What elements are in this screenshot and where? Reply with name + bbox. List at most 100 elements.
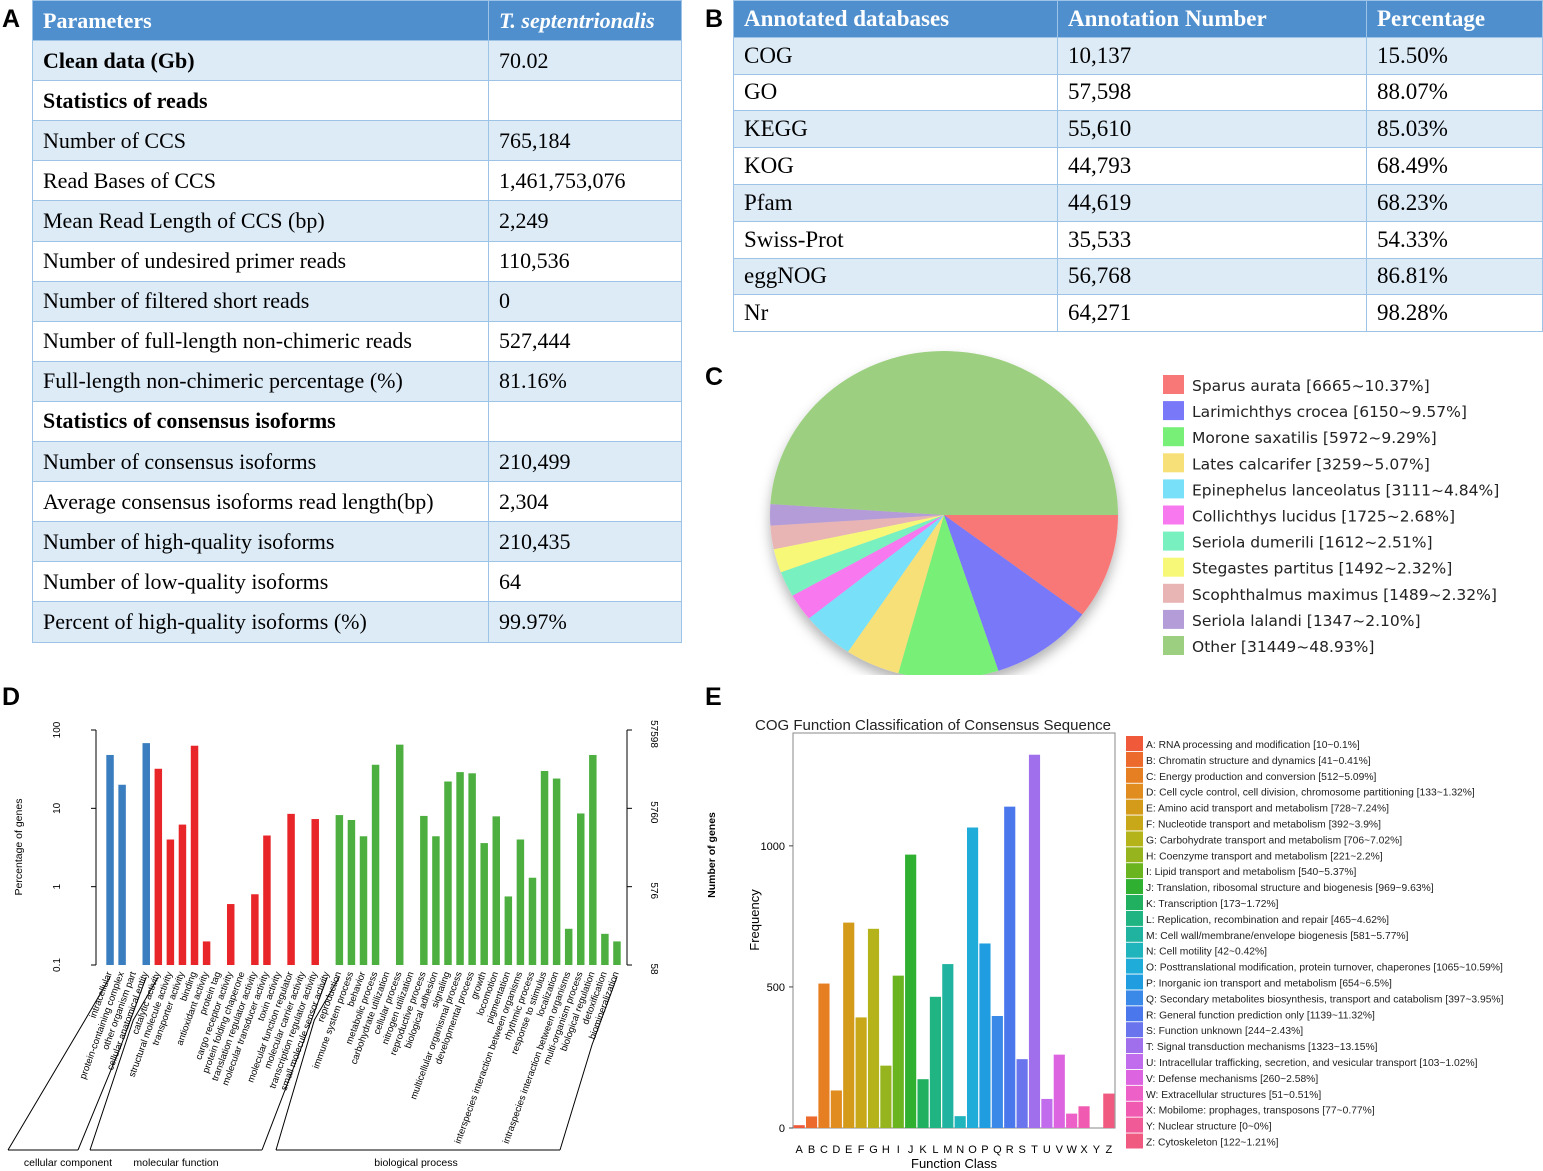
go-bar — [202, 941, 211, 965]
cog-bar — [967, 827, 979, 1128]
legend-label: K: Transcription [173~1.72%] — [1146, 899, 1279, 910]
go-bar — [347, 819, 356, 965]
legend-swatch — [1163, 557, 1184, 577]
legend-swatch — [1126, 895, 1143, 910]
table-row: Number of filtered short reads 0 — [32, 280, 682, 322]
x-tick-label: S — [1018, 1144, 1025, 1156]
annotation-number-cell: 44,793 — [1057, 147, 1367, 185]
panel-label-b: B — [705, 5, 724, 33]
legend-label: X: Mobilome: prophages, transposons [77~… — [1146, 1106, 1375, 1117]
table-row: COG 10,137 15.50% — [733, 36, 1543, 75]
legend-label: Q: Secondary metabolites biosynthesis, t… — [1146, 994, 1504, 1005]
percentage-cell: 98.28% — [1366, 294, 1543, 333]
legend-label: Seriola lalandi [1347~2.10%] — [1192, 612, 1421, 630]
section-label-cell: Statistics of consensus isoforms — [32, 400, 489, 443]
annotation-databases-table: Annotated databases Annotation Number Pe… — [733, 0, 1543, 333]
go-bar — [601, 933, 609, 965]
x-tick-label: B — [808, 1144, 815, 1156]
y-tick-label: 1000 — [761, 841, 785, 853]
percentage-cell: 68.23% — [1366, 183, 1543, 222]
x-tick-label: G — [869, 1144, 878, 1156]
percentage-cell: 85.03% — [1366, 110, 1543, 149]
database-cell: Nr — [733, 294, 1058, 333]
legend-swatch — [1163, 375, 1184, 394]
go-bar — [166, 839, 175, 965]
cog-bar — [806, 1116, 818, 1128]
pie-slice — [770, 515, 944, 550]
go-bar — [335, 815, 344, 965]
group-label: cellular component — [24, 1157, 112, 1169]
legend-label: U: Intracellular trafficking, secretion,… — [1146, 1058, 1478, 1069]
legend-label: Collichthys lucidus [1725~2.68%] — [1192, 508, 1455, 526]
legend-label: Sparus aurata [6665~10.37%] — [1192, 377, 1430, 395]
legend-swatch — [1126, 1038, 1143, 1054]
right-y-axis-label: Number of genes — [706, 812, 718, 898]
x-tick-label: E — [845, 1144, 852, 1156]
right-tick-label: 576 — [648, 882, 659, 899]
legend-swatch — [1126, 958, 1143, 974]
database-cell: KEGG — [733, 110, 1058, 149]
legend-label: B: Chromatin structure and dynamics [41~… — [1146, 756, 1371, 767]
legend-swatch — [1163, 531, 1184, 551]
legend-swatch — [1126, 1069, 1143, 1085]
legend-label: R: General function prediction only [113… — [1146, 1010, 1375, 1021]
legend-swatch — [1126, 1022, 1143, 1038]
legend-label: A: RNA processing and modification [10~0… — [1146, 740, 1360, 751]
y-tick-label: 500 — [767, 982, 785, 994]
legend-swatch — [1163, 401, 1184, 421]
legend-label: Stegastes partitus [1492~2.32%] — [1192, 560, 1452, 578]
legend-swatch — [1163, 609, 1184, 629]
x-axis-label: Function Class — [911, 1156, 997, 1170]
cog-bar — [1066, 1113, 1078, 1128]
cog-classification-chart: COG Function Classification of Consensus… — [706, 717, 1504, 1170]
go-bar — [432, 836, 440, 965]
legend-swatch — [1126, 1085, 1143, 1101]
go-bar — [613, 941, 621, 965]
x-tick-label: T — [1031, 1144, 1038, 1156]
x-tick-label: Q — [993, 1144, 1002, 1156]
legend-swatch — [1126, 926, 1143, 942]
legend-swatch — [1163, 636, 1184, 655]
x-tick-label: Y — [1093, 1144, 1101, 1156]
table-row: Number of low-quality isoforms 64 — [32, 561, 682, 603]
database-cell: Pfam — [733, 183, 1058, 222]
legend-label: J: Translation, ribosomal structure and … — [1146, 883, 1434, 894]
legend-label: L: Replication, recombination and repair… — [1146, 915, 1389, 926]
table-row: Swiss-Prot 35,533 54.33% — [733, 220, 1543, 259]
parameter-cell: Number of consensus isoforms — [32, 441, 489, 483]
go-bar — [178, 824, 187, 965]
table-row: Percent of high-quality isoforms (%) 99.9… — [32, 601, 682, 643]
go-bar — [371, 764, 380, 965]
cog-bar — [1103, 1093, 1115, 1128]
section-label-cell: Clean data (Gb) — [32, 40, 489, 82]
section-label-cell: Statistics of reads — [32, 80, 489, 122]
legend-label: N: Cell motility [42~0.42%] — [1146, 947, 1267, 958]
go-bar — [190, 745, 199, 965]
y-axis-label: Frequency — [747, 889, 762, 951]
database-cell: KOG — [733, 147, 1058, 185]
x-tick-label: C — [820, 1144, 828, 1156]
group-label: molecular function — [133, 1157, 218, 1169]
parameter-cell: Average consensus isoforms read length(b… — [32, 481, 489, 523]
cog-bar — [1041, 1098, 1053, 1128]
parameter-cell: Mean Read Length of CCS (bp) — [32, 200, 489, 242]
group-bracket — [89, 976, 159, 1151]
x-tick-label: P — [981, 1144, 988, 1156]
go-bar — [492, 816, 501, 965]
go-bar — [420, 815, 428, 965]
legend-label: Z: Cytoskeleton [122~1.21%] — [1146, 1138, 1279, 1149]
cog-bar — [905, 854, 917, 1128]
pie-slice — [944, 515, 1118, 615]
annotation-number-cell: 10,137 — [1057, 36, 1367, 75]
x-tick-label: N — [956, 1144, 964, 1156]
pie-slice — [773, 515, 944, 573]
x-tick-label: Z — [1105, 1144, 1112, 1156]
cog-bar — [880, 1065, 892, 1128]
y-tick-label: 0 — [779, 1123, 785, 1135]
group-bracket — [7, 976, 111, 1151]
go-bar — [142, 743, 150, 965]
go-bar — [528, 877, 537, 965]
pie-slice — [770, 503, 944, 526]
legend-swatch — [1163, 453, 1184, 473]
value-cell: 0 — [488, 280, 682, 322]
